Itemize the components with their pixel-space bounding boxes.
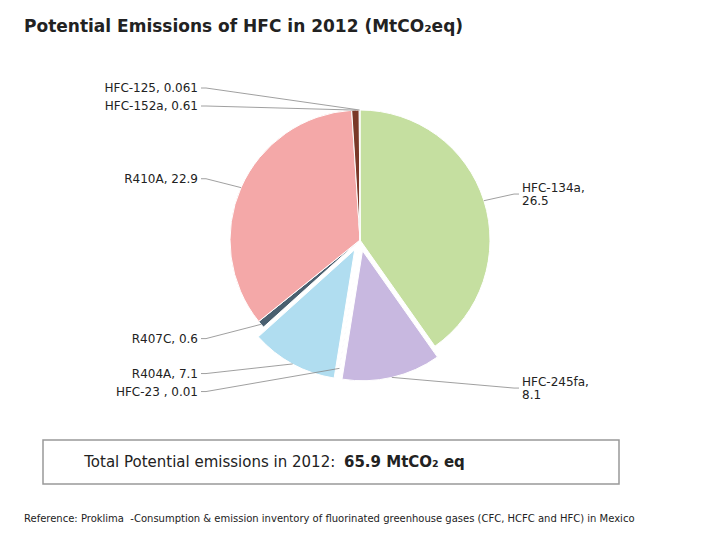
annotation: 65.9 MtCO₂ eq (344, 453, 465, 471)
data-label: HFC-134a,26.5 (522, 181, 585, 208)
pie-slice (342, 251, 437, 381)
data-label-line: HFC-125, 0.061 (104, 81, 198, 95)
data-label-line: HFC-152a, 0.61 (105, 99, 198, 113)
data-label: R404A, 7.1 (132, 367, 198, 381)
leader-line (201, 88, 360, 110)
data-label: R410A, 22.9 (124, 172, 198, 186)
total-box (43, 440, 619, 484)
leader-line (392, 377, 519, 388)
chart: Potential Emissions of HFC in 2012 (MtCO… (0, 0, 720, 540)
leader-line (484, 194, 519, 201)
data-label: HFC-245fa,8.1 (522, 375, 589, 402)
annotation: Reference: Proklima -Consumption & emiss… (24, 513, 635, 524)
data-label: HFC-125, 0.061 (104, 81, 198, 95)
data-label-line: 8.1 (522, 388, 541, 402)
title: Potential Emissions of HFC in 2012 (MtCO… (24, 16, 463, 36)
data-label-line: R410A, 22.9 (124, 172, 198, 186)
data-label-line: HFC-134a, (522, 181, 585, 195)
data-label-line: HFC-245fa, (522, 375, 589, 389)
data-label-line: 26.5 (522, 194, 549, 208)
leader-line (201, 324, 261, 338)
pie-slice (230, 110, 360, 321)
leader-line (201, 106, 355, 110)
pie: HFC-134a,26.5 HFC-245fa,8.1 HFC-23 , 0.01 R… (104, 81, 588, 402)
data-label: R407C, 0.6 (132, 332, 198, 346)
data-label-line: HFC-23 , 0.01 (116, 385, 198, 399)
data-label-line: R407C, 0.6 (132, 332, 198, 346)
annotation: Total Potential emissions in 2012: (83, 453, 340, 471)
data-label: HFC-23 , 0.01 (116, 385, 198, 399)
leader-line (201, 179, 241, 188)
data-label: HFC-152a, 0.61 (105, 99, 198, 113)
leader-line (201, 364, 293, 374)
data-label-line: R404A, 7.1 (132, 367, 198, 381)
pie-slice (359, 110, 361, 240)
pie-slice (352, 110, 360, 240)
